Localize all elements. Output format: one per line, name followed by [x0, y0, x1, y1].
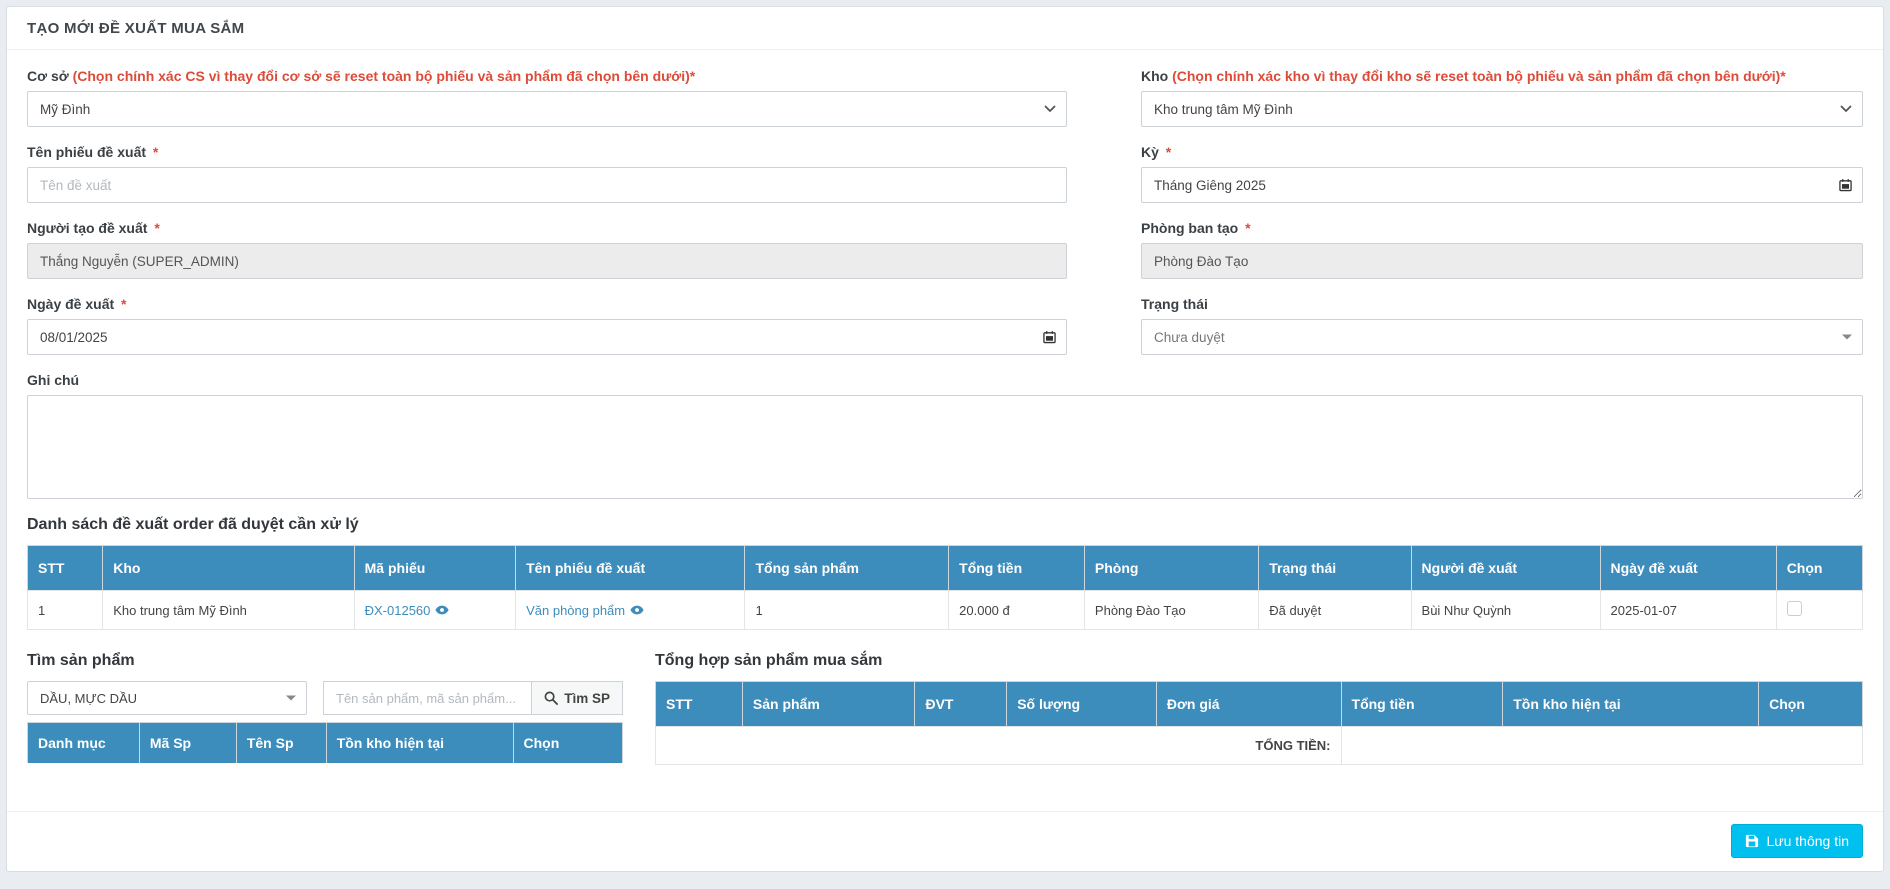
col-san-pham: Sản phẩm	[741, 681, 916, 727]
proposal-name-label: Tên phiếu đề xuất *	[27, 144, 159, 160]
period-group: Kỳ * Tháng Giêng 2025	[1141, 144, 1863, 203]
col-ten-sp: Tên Sp	[235, 722, 327, 763]
summary-title: Tổng hợp sản phẩm mua sắm	[655, 652, 883, 669]
total-label: TỔNG TIỀN:	[655, 726, 1342, 765]
chevron-down-icon	[1044, 105, 1056, 113]
notes-textarea[interactable]	[27, 395, 1863, 499]
triangle-down-icon	[1842, 334, 1852, 340]
col-stt: STT	[655, 681, 743, 727]
notes-group: Ghi chú	[27, 372, 1863, 499]
facility-label: Cơ sở (Chọn chính xác CS vì thay đổi cơ …	[27, 68, 696, 84]
product-search-title: Tìm sản phẩm	[27, 652, 135, 669]
col-ten-phieu: Tên phiếu đề xuất	[515, 545, 746, 591]
status-label: Trạng thái	[1141, 296, 1208, 312]
col-tong-tien: Tổng tiền	[948, 545, 1085, 591]
col-chon: Chọn	[1758, 681, 1863, 727]
panel-header: TẠO MỚI ĐỀ XUẤT MUA SẮM	[7, 7, 1883, 50]
approved-orders-header-row: STT Kho Mã phiếu Tên phiếu đề xuất Tổng …	[26, 545, 1864, 591]
product-search-section: Tìm sản phẩm DẦU, MỰC DẦU	[27, 644, 624, 765]
proposal-date-label: Ngày đề xuất *	[27, 296, 127, 312]
period-input[interactable]: Tháng Giêng 2025	[1141, 167, 1863, 203]
save-icon	[1745, 834, 1759, 848]
col-ton-kho: Tồn kho hiện tại	[1502, 681, 1760, 727]
summary-total-row: TỔNG TIỀN:	[655, 726, 1864, 765]
col-so-luong: Số lượng	[1006, 681, 1157, 727]
creator-group: Người tạo đề xuất * Thắng Nguyễn (SUPER_…	[27, 220, 1067, 279]
eye-icon	[435, 605, 449, 615]
warehouse-hint: (Chọn chính xác kho vì thay đổi kho sẽ r…	[1172, 68, 1786, 84]
col-phong: Phòng	[1083, 545, 1260, 591]
col-dvt: ĐVT	[914, 681, 1008, 727]
facility-group: Cơ sở (Chọn chính xác CS vì thay đổi cơ …	[27, 68, 1067, 127]
product-search-header-row: Danh mục Mã Sp Tên Sp Tồn kho hiện tại C…	[27, 722, 624, 763]
col-ton-kho: Tồn kho hiện tại	[325, 722, 514, 763]
notes-label: Ghi chú	[27, 372, 80, 388]
approved-orders-title: Danh sách đề xuất order đã duyệt cần xử …	[27, 516, 359, 533]
total-value-cell	[1340, 726, 1864, 765]
col-chon: Chọn	[512, 722, 624, 763]
status-select[interactable]: Chưa duyệt	[1141, 319, 1863, 355]
summary-section: Tổng hợp sản phẩm mua sắm STT Sản phẩm Đ…	[655, 644, 1864, 765]
creator-label: Người tạo đề xuất *	[27, 220, 160, 236]
create-proposal-panel: TẠO MỚI ĐỀ XUẤT MUA SẮM Cơ sở (Chọn chín…	[6, 6, 1884, 872]
col-ngay-de-xuat: Ngày đề xuất	[1599, 545, 1777, 591]
summary-header-row: STT Sản phẩm ĐVT Số lượng Đơn giá Tổng t…	[655, 681, 1863, 727]
creator-field: Thắng Nguyễn (SUPER_ADMIN)	[27, 243, 1067, 279]
facility-select[interactable]: Mỹ Đình	[27, 91, 1067, 127]
col-kho: Kho	[102, 545, 355, 591]
facility-hint: (Chọn chính xác CS vì thay đổi cơ sở sẽ …	[72, 68, 696, 84]
triangle-down-icon	[286, 695, 296, 701]
period-label: Kỳ *	[1141, 144, 1172, 160]
search-icon	[544, 691, 559, 705]
col-nguoi-de-xuat: Người đề xuất	[1410, 545, 1601, 591]
summary-table: STT Sản phẩm ĐVT Số lượng Đơn giá Tổng t…	[655, 681, 1864, 765]
table-row: 1 Kho trung tâm Mỹ Đình ĐX-012560 Văn ph…	[26, 590, 1864, 630]
row-select-checkbox[interactable]	[1786, 601, 1802, 616]
product-search-table: Danh mục Mã Sp Tên Sp Tồn kho hiện tại C…	[27, 722, 624, 763]
product-search-input[interactable]	[323, 681, 533, 715]
search-product-button[interactable]: Tìm SP	[531, 681, 623, 715]
col-ma-sp: Mã Sp	[138, 722, 237, 763]
chevron-down-icon	[1840, 105, 1852, 113]
calendar-icon	[1043, 331, 1056, 344]
col-chon: Chọn	[1775, 545, 1864, 591]
proposal-name-input[interactable]	[27, 167, 1067, 203]
calendar-icon	[1839, 179, 1852, 192]
status-group: Trạng thái Chưa duyệt	[1141, 296, 1863, 355]
panel-body: Cơ sở (Chọn chính xác CS vì thay đổi cơ …	[7, 50, 1883, 765]
save-button[interactable]: Lưu thông tin	[1731, 824, 1863, 858]
col-don-gia: Đơn giá	[1155, 681, 1342, 727]
department-group: Phòng ban tạo * Phòng Đào Tạo	[1141, 220, 1863, 279]
col-tong-tien: Tổng tiền	[1340, 681, 1504, 727]
col-stt: STT	[26, 545, 104, 591]
department-field: Phòng Đào Tạo	[1141, 243, 1863, 279]
approved-orders-table: STT Kho Mã phiếu Tên phiếu đề xuất Tổng …	[26, 545, 1864, 630]
proposal-date-input[interactable]: 08/01/2025	[27, 319, 1067, 355]
col-trang-thai: Trạng thái	[1258, 545, 1412, 591]
category-select[interactable]: DẦU, MỰC DẦU	[27, 681, 307, 715]
warehouse-select[interactable]: Kho trung tâm Mỹ Đình	[1141, 91, 1863, 127]
col-danh-muc: Danh mục	[27, 722, 140, 763]
warehouse-group: Kho (Chọn chính xác kho vì thay đổi kho …	[1141, 68, 1863, 127]
col-ma-phieu: Mã phiếu	[353, 545, 517, 591]
page-title: TẠO MỚI ĐỀ XUẤT MUA SẮM	[27, 20, 245, 37]
eye-icon	[630, 605, 644, 615]
department-label: Phòng ban tạo *	[1141, 220, 1251, 236]
order-name-link[interactable]: Văn phòng phẩm	[526, 603, 644, 618]
col-tong-san-pham: Tổng sản phẩm	[744, 545, 950, 591]
panel-footer: Lưu thông tin	[7, 811, 1883, 871]
warehouse-label: Kho (Chọn chính xác kho vì thay đổi kho …	[1141, 68, 1786, 84]
order-code-link[interactable]: ĐX-012560	[365, 603, 450, 618]
proposal-date-group: Ngày đề xuất * 08/01/2025	[27, 296, 1067, 355]
proposal-name-group: Tên phiếu đề xuất *	[27, 144, 1067, 203]
